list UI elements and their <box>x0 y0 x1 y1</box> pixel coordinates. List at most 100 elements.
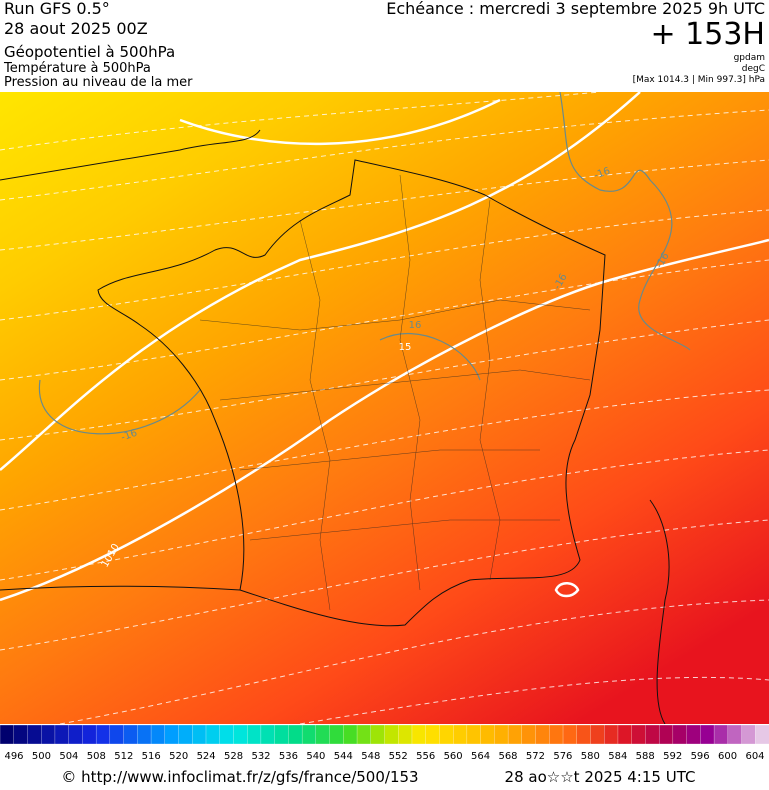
colorbar: 496 500 504 508 512 516 520 524 528 532 536 540 544 5… <box>0 724 769 762</box>
colorbar-label: 496 <box>4 751 23 762</box>
geopotential-contours <box>0 92 769 724</box>
run-date: 28 aout 2025 00Z <box>4 19 148 38</box>
colorbar-swatch <box>192 724 207 745</box>
colorbar-swatch <box>604 724 619 745</box>
department-borders <box>199 174 591 611</box>
colorbar-swatch <box>137 724 152 745</box>
colorbar-swatch <box>274 724 290 745</box>
colorbar-label: 536 <box>279 751 298 762</box>
colorbar-swatch <box>68 724 84 745</box>
temperature-field <box>0 92 769 724</box>
colorbar-swatch <box>288 724 303 745</box>
colorbar-swatch <box>54 724 70 745</box>
source-url: © http://www.infoclimat.fr/z/gfs/france/… <box>61 768 418 786</box>
forecast-time: Echéance : mercredi 3 septembre 2025 9h … <box>386 0 765 18</box>
colorbar-swatch <box>535 724 550 745</box>
colorbar-label: 564 <box>471 751 490 762</box>
colorbar-label: 580 <box>581 751 600 762</box>
colorbar-swatch <box>590 724 605 745</box>
colorbar-swatch <box>164 724 180 745</box>
colorbar-label: 520 <box>169 751 188 762</box>
colorbar-swatch <box>260 724 276 745</box>
pressure-range: [Max 1014.3 | Min 997.3] hPa <box>633 75 765 85</box>
colorbar-swatch <box>13 724 29 745</box>
colorbar-swatch <box>178 724 193 745</box>
colorbar-label: 576 <box>553 751 572 762</box>
colorbar-label: 532 <box>251 751 270 762</box>
colorbar-label: 552 <box>389 751 408 762</box>
colorbar-label: 528 <box>224 751 243 762</box>
unit-label: degC <box>742 64 765 74</box>
run-title: Run GFS 0.5° <box>4 0 110 18</box>
colorbar-label: 604 <box>745 751 764 762</box>
field-name: Géopotentiel à 500hPa <box>4 43 175 61</box>
colorbar-swatch <box>27 724 42 745</box>
colorbar-swatch <box>658 724 674 745</box>
colorbar-swatch <box>233 724 248 745</box>
colorbar-label: 524 <box>197 751 216 762</box>
colorbar-swatch <box>425 724 441 745</box>
colorbar-swatch <box>645 724 660 745</box>
colorbar-swatch <box>549 724 564 745</box>
colorbar-label: 504 <box>59 751 78 762</box>
colorbar-swatch <box>0 724 15 745</box>
colorbar-swatch <box>727 724 743 745</box>
colorbar-swatch <box>343 724 358 745</box>
colorbar-swatch <box>755 724 769 745</box>
colorbar-label: 600 <box>718 751 737 762</box>
colorbar-swatch <box>494 724 509 745</box>
colorbar-swatch <box>82 724 97 745</box>
colorbar-label: 516 <box>142 751 161 762</box>
colorbar-label: 588 <box>636 751 655 762</box>
colorbar-label: 592 <box>663 751 682 762</box>
colorbar-swatch <box>123 724 138 745</box>
colorbar-swatch <box>398 724 413 745</box>
colorbar-swatch <box>466 724 482 745</box>
colorbar-swatch <box>329 724 344 745</box>
colorbar-label: 596 <box>691 751 710 762</box>
colorbar-label: 556 <box>416 751 435 762</box>
colorbar-swatch <box>95 724 111 745</box>
colorbar-swatch <box>205 724 221 745</box>
colorbar-swatch <box>301 724 317 745</box>
colorbar-swatch <box>480 724 496 745</box>
colorbar-label: 540 <box>306 751 325 762</box>
contour-label: 15 <box>399 342 412 353</box>
colorbar-swatch <box>700 724 715 745</box>
colorbar-swatch <box>109 724 125 745</box>
colorbar-swatch <box>713 724 729 745</box>
colorbar-swatch <box>384 724 399 745</box>
colorbar-swatch <box>247 724 262 745</box>
contour-label: -16 <box>120 428 139 444</box>
field-name: Pression au niveau de la mer <box>4 75 193 90</box>
colorbar-swatch <box>521 724 537 745</box>
colorbar-swatch <box>617 724 633 745</box>
colorbar-label: 508 <box>87 751 106 762</box>
colorbar-swatch <box>411 724 427 745</box>
coastlines <box>0 129 670 724</box>
lead-time: + 153H <box>651 17 766 52</box>
colorbar-swatch <box>672 724 688 745</box>
colorbar-swatch <box>453 724 468 745</box>
colorbar-swatch <box>150 724 166 745</box>
colorbar-swatch <box>741 724 756 745</box>
colorbar-label: 560 <box>444 751 463 762</box>
colorbar-swatch <box>439 724 454 745</box>
unit-label: gpdam <box>734 53 765 63</box>
colorbar-swatch <box>507 724 523 745</box>
generated-time: 28 ao☆☆t 2025 4:15 UTC <box>505 768 696 786</box>
pressure-isobars <box>0 92 769 602</box>
contour-label: -16 <box>593 166 612 182</box>
colorbar-label: 548 <box>361 751 380 762</box>
colorbar-label: 512 <box>114 751 133 762</box>
colorbar-label: 500 <box>32 751 51 762</box>
colorbar-label: 584 <box>608 751 627 762</box>
colorbar-swatch <box>562 724 578 745</box>
colorbar-swatch <box>631 724 647 745</box>
colorbar-swatch <box>576 724 592 745</box>
contour-label: 16 <box>409 320 422 331</box>
colorbar-swatch <box>356 724 372 745</box>
colorbar-label: 568 <box>498 751 517 762</box>
